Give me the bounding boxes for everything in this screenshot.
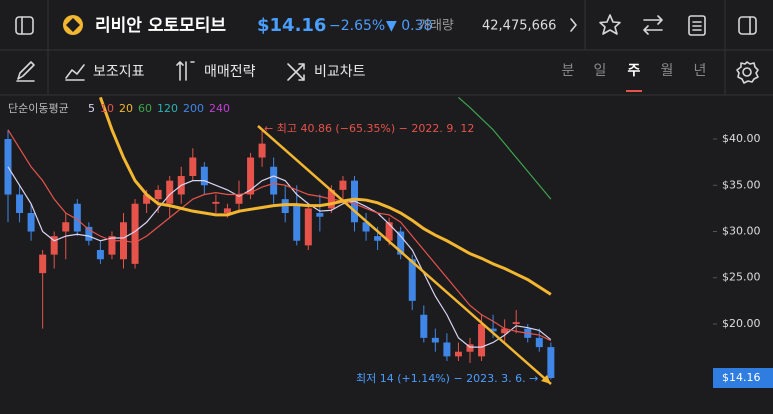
trend-arrow [541,375,551,384]
candle-body [478,323,486,357]
candle-body [547,347,555,379]
more-arrow[interactable] [570,18,577,32]
candle-body [489,328,497,332]
candle-body [385,222,393,241]
sidebar-button[interactable] [15,16,34,35]
candle-body [443,342,451,357]
ma-legend-item: 5 [88,102,95,115]
swap-button[interactable] [643,15,663,35]
change: ▼ 0.38 [386,18,432,34]
settings-button[interactable] [742,67,752,77]
period-tab[interactable]: 주 [628,63,641,79]
candle-body [293,203,301,241]
candle-body [247,157,255,195]
candle-body [512,322,520,324]
candle-body [50,236,58,255]
panel-button[interactable] [738,16,757,35]
ma-line [98,96,552,296]
period-tab[interactable]: 분 [562,63,575,79]
stock-name: 리비안 오토모티브 [95,16,226,36]
candle-body [189,157,197,177]
ma-line [7,166,552,348]
tool-button[interactable]: 비교차트 [314,64,366,80]
candle-body [73,203,81,232]
ma-legend-item: 20 [119,102,133,115]
y-tick-label: $30.00 [722,225,761,238]
change-pct: −2.65% [329,18,385,34]
candle-body [143,194,151,204]
notes-button[interactable] [688,15,706,36]
tool-button[interactable]: 보조지표 [93,64,145,80]
candle-body [235,194,243,204]
compare-icon [287,63,305,81]
ma-legend-title: 단순이동평균 [8,102,69,115]
candle-body [166,180,174,204]
candle-body [223,208,231,214]
period-tab[interactable]: 월 [661,63,674,79]
y-tick-label: $40.00 [722,132,761,145]
ma-line [7,129,552,342]
candle-body [39,254,47,274]
candle-body [316,213,324,217]
volume-label: 거래량 [418,19,454,34]
trend-line [257,125,552,385]
ma-legend-item: 120 [157,102,178,115]
candle-body [270,166,278,195]
settings-gear [736,61,759,84]
candle-body [431,337,439,343]
candle-body [501,328,509,334]
logo-mark [66,18,80,32]
ma-legend-item: 60 [138,102,152,115]
high-note: ← 최고 40.86 (−65.35%) − 2022. 9. 12 [264,122,474,135]
candle-body [339,180,347,190]
strategy-icon [176,61,195,81]
ma-line [458,96,552,200]
candle-body [304,208,312,246]
candle-body [258,143,266,158]
tool-button[interactable]: 매매전략 [204,64,256,80]
last-price-label: $14.16 [722,371,761,384]
candle-body [27,213,35,232]
ma-legend-item: 10 [100,102,114,115]
y-tick-label: $35.00 [722,178,761,191]
candle-body [397,231,405,255]
candle-body [108,236,116,255]
candle-body [535,337,543,348]
candle-body [454,351,462,357]
y-tick-label: $20.00 [722,317,761,330]
low-note: 최저 14 (+1.14%) − 2023. 3. 6. → [356,372,538,385]
price: $14.16 [257,15,326,36]
last-price-box [713,368,773,389]
candle-body [362,222,370,232]
candle-body [154,189,162,200]
period-tab[interactable]: 일 [594,63,607,79]
candle-body [16,194,24,214]
candle-body [96,250,104,260]
candle-body [62,222,70,232]
candle-body [408,259,416,301]
period-tab[interactable]: 년 [694,63,707,79]
ma-legend-item: 200 [183,102,204,115]
draw-button[interactable] [16,61,35,82]
candle-body [212,201,220,204]
candle-body [4,139,12,195]
volume: 42,475,666 [482,19,556,34]
candle-body [466,344,474,352]
candle-body [200,166,208,186]
candle-body [420,314,428,338]
candle-body [374,236,382,241]
favorite-button[interactable] [599,14,621,35]
y-tick-label: $25.00 [722,271,761,284]
ma-legend-item: 240 [209,102,230,115]
indicator-icon [65,64,85,81]
candle-body [131,203,139,264]
candle-body [85,226,93,241]
